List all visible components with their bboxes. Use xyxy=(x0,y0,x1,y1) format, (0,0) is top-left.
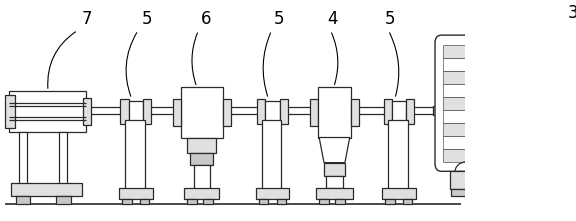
Bar xyxy=(280,99,288,124)
Bar xyxy=(406,99,414,124)
Bar xyxy=(309,99,317,126)
Bar xyxy=(403,199,412,204)
Bar xyxy=(203,199,213,204)
Text: 4: 4 xyxy=(327,10,338,28)
Polygon shape xyxy=(319,137,350,163)
Bar xyxy=(319,199,329,204)
Bar xyxy=(82,98,90,125)
Bar xyxy=(187,199,197,204)
Bar xyxy=(259,199,268,204)
Bar xyxy=(324,163,345,176)
Bar xyxy=(11,183,82,196)
Bar xyxy=(262,120,281,190)
Bar xyxy=(443,45,564,58)
Text: 5: 5 xyxy=(141,10,152,28)
Bar xyxy=(325,176,343,188)
Bar xyxy=(540,189,556,196)
Bar xyxy=(184,188,219,199)
Bar xyxy=(140,199,149,204)
Bar xyxy=(335,199,345,204)
Bar xyxy=(9,91,86,132)
Text: 7: 7 xyxy=(82,10,92,28)
Bar xyxy=(122,199,132,204)
Bar xyxy=(443,123,564,136)
Bar xyxy=(59,132,67,185)
Bar xyxy=(443,58,564,71)
Bar xyxy=(120,99,128,124)
FancyBboxPatch shape xyxy=(435,35,573,171)
Bar xyxy=(119,188,153,199)
Bar xyxy=(449,171,558,189)
Bar xyxy=(317,87,351,137)
Bar xyxy=(351,99,359,126)
Bar xyxy=(191,153,213,165)
Bar xyxy=(443,71,564,84)
Bar xyxy=(16,196,31,204)
Bar xyxy=(384,99,392,124)
Bar xyxy=(194,165,210,190)
Bar xyxy=(143,99,151,124)
Bar xyxy=(223,99,230,126)
Bar xyxy=(257,99,266,124)
Bar xyxy=(443,136,564,149)
Text: 3: 3 xyxy=(568,4,576,22)
Text: 6: 6 xyxy=(201,10,211,28)
Bar xyxy=(126,120,145,190)
Bar xyxy=(486,85,521,120)
Bar xyxy=(276,199,286,204)
Bar xyxy=(443,110,564,123)
Bar xyxy=(316,188,353,199)
Bar xyxy=(388,120,408,190)
Bar xyxy=(382,188,416,199)
Bar xyxy=(56,196,71,204)
Bar xyxy=(266,101,280,122)
Bar xyxy=(443,149,564,162)
Bar xyxy=(19,132,27,185)
Bar xyxy=(256,188,289,199)
Bar xyxy=(128,101,143,122)
Bar xyxy=(385,199,395,204)
Bar xyxy=(443,97,564,110)
Bar xyxy=(392,101,406,122)
Bar xyxy=(433,106,445,115)
Bar xyxy=(451,189,467,196)
Text: 5: 5 xyxy=(274,10,285,28)
Bar xyxy=(443,84,564,97)
Bar xyxy=(5,95,15,128)
Text: 5: 5 xyxy=(385,10,396,28)
Bar xyxy=(173,99,181,126)
Bar xyxy=(187,137,216,153)
Bar xyxy=(181,87,223,137)
